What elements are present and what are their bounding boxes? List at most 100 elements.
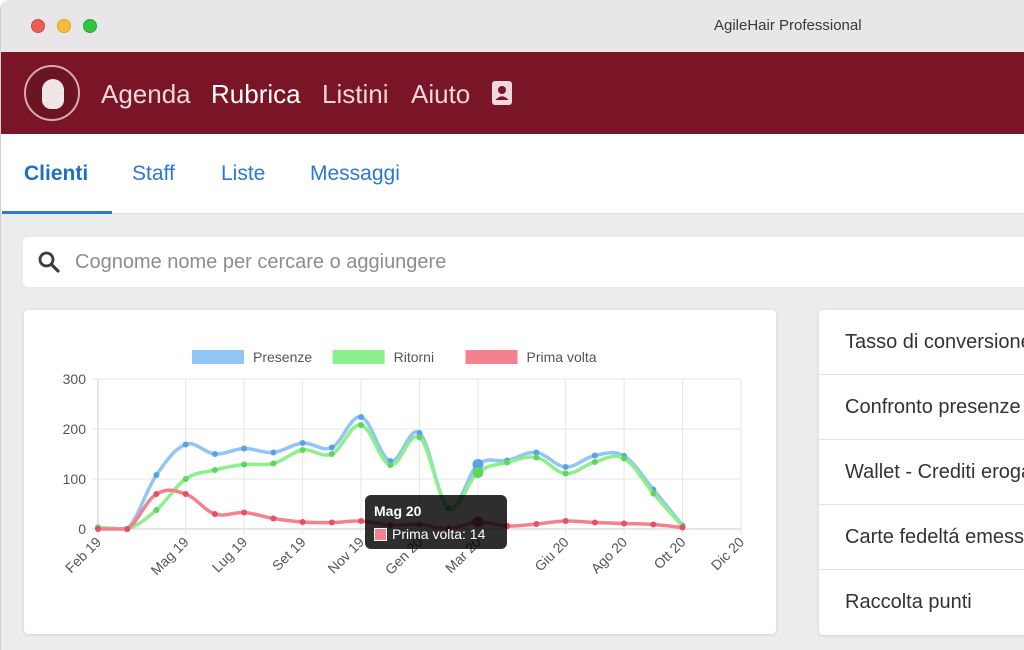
data-point-ritorni	[387, 462, 394, 468]
x-tick-label: Feb 19	[62, 534, 104, 576]
report-item-label: Raccolta punti	[845, 591, 972, 613]
series-line-presenze	[97, 415, 684, 531]
data-point-presenze	[416, 430, 423, 436]
data-point-ritorni	[182, 476, 189, 482]
data-point-ritorni	[650, 490, 657, 497]
data-point-ritorni	[153, 507, 160, 513]
tab-messaggi[interactable]: Messaggi	[310, 162, 400, 185]
x-tick-label: Ago 20	[588, 534, 631, 577]
data-point-ritorni	[358, 422, 365, 428]
title-bar: AgileHair Professional	[1, 0, 1024, 52]
data-point-prima-volta	[358, 518, 365, 524]
data-point-presenze	[211, 451, 218, 457]
report-item-carte-fedelta[interactable]: Carte fedeltá emesse	[819, 505, 1024, 570]
x-tick-label: Set 19	[269, 534, 309, 574]
minimize-window-button[interactable]	[57, 19, 71, 33]
data-point-presenze	[472, 459, 484, 470]
data-point-presenze	[182, 441, 189, 448]
x-tick-label: Ott 20	[650, 534, 688, 572]
report-list: Tasso di conversione Confronto presenze …	[819, 310, 1024, 635]
zoom-window-button[interactable]	[83, 19, 97, 33]
data-point-presenze	[328, 444, 335, 451]
data-point-prima-volta	[299, 519, 306, 525]
tooltip-title: Mag 20	[374, 503, 422, 519]
data-point-prima-volta	[533, 521, 540, 527]
y-tick-label: 100	[63, 471, 87, 487]
data-point-prima-volta	[621, 520, 628, 527]
data-point-prima-volta	[211, 511, 218, 517]
data-point-prima-volta	[182, 491, 189, 497]
data-point-ritorni	[504, 459, 511, 466]
tab-liste[interactable]: Liste	[221, 162, 266, 185]
legend-label: Prima volta	[527, 349, 597, 365]
close-window-button[interactable]	[31, 19, 45, 33]
x-tick-label: Giu 20	[531, 534, 572, 575]
search-icon	[38, 251, 60, 273]
chart-card: 0 100 200 300 Feb 19 Mag 19 Lug 19 Set 19 Nov 19…	[24, 310, 776, 634]
report-item-confronto-presenze[interactable]: Confronto presenze	[819, 375, 1024, 440]
legend-swatch	[465, 350, 518, 364]
legend-swatch	[192, 350, 244, 364]
data-point-presenze	[562, 464, 569, 470]
data-point-presenze	[358, 414, 365, 420]
data-point-ritorni	[621, 455, 628, 462]
report-item-raccolta-punti[interactable]: Raccolta punti	[819, 570, 1024, 635]
data-point-presenze	[299, 440, 306, 446]
report-item-label: Carte fedeltá emesse	[845, 526, 1024, 548]
data-point-ritorni	[328, 451, 335, 457]
data-point-presenze	[241, 445, 248, 452]
data-point-ritorni	[416, 434, 423, 441]
chart-tooltip: Mag 20 Prima volta: 14	[365, 495, 507, 549]
legend-label: Presenze	[253, 349, 312, 365]
avatar[interactable]	[24, 65, 80, 121]
tooltip-color-swatch	[374, 528, 387, 541]
data-point-prima-volta	[591, 519, 598, 526]
data-point-prima-volta	[328, 519, 335, 526]
data-point-prima-volta	[124, 526, 131, 532]
data-point-ritorni	[241, 461, 248, 468]
report-item-label: Wallet - Crediti erogati	[845, 461, 1024, 483]
data-point-prima-volta	[241, 509, 248, 516]
data-point-presenze	[153, 472, 160, 478]
x-tick-label: Lug 19	[209, 534, 251, 576]
tooltip-label: Prima volta: 14	[392, 526, 486, 542]
y-tick-label: 200	[63, 421, 87, 437]
data-point-ritorni	[591, 459, 598, 465]
data-point-ritorni	[472, 467, 484, 478]
line-chart: 0 100 200 300 Feb 19 Mag 19 Lug 19 Set 19 Nov 19…	[62, 349, 748, 578]
data-point-ritorni	[299, 447, 306, 453]
legend-swatch	[332, 350, 385, 364]
tab-staff[interactable]: Staff	[132, 162, 175, 185]
data-point-ritorni	[562, 470, 569, 477]
nav-aiuto[interactable]: Aiuto	[411, 79, 471, 109]
data-point-prima-volta	[650, 521, 657, 528]
data-point-prima-volta	[95, 526, 101, 532]
data-point-prima-volta	[153, 491, 160, 497]
tab-clienti[interactable]: Clienti	[24, 162, 89, 185]
nav-rubrica[interactable]: Rubrica	[211, 79, 301, 109]
avatar-person-icon	[42, 79, 64, 109]
x-tick-label: Nov 19	[324, 534, 367, 577]
report-item-tasso-conversione[interactable]: Tasso di conversione	[819, 310, 1024, 375]
search-input[interactable]	[75, 245, 975, 279]
x-tick-label: Mag 19	[147, 534, 191, 578]
active-tab-indicator	[2, 211, 112, 214]
x-tick-label: Dic 20	[708, 534, 748, 574]
contact-card-icon[interactable]	[491, 80, 513, 106]
data-point-prima-volta	[562, 518, 569, 524]
nav-agenda[interactable]: Agenda	[101, 79, 191, 109]
data-point-presenze	[533, 449, 540, 456]
data-point-prima-volta	[270, 515, 277, 522]
sub-tabs: Clienti Staff Liste Messaggi	[1, 134, 1024, 214]
data-point-ritorni	[211, 467, 218, 473]
window-title: AgileHair Professional	[714, 17, 862, 34]
main-navbar: Agenda Rubrica Listini Aiuto	[1, 52, 1024, 134]
nav-listini[interactable]: Listini	[322, 79, 389, 109]
report-item-wallet[interactable]: Wallet - Crediti erogati	[819, 440, 1024, 505]
data-point-ritorni	[533, 454, 540, 461]
y-tick-label: 300	[63, 371, 87, 387]
data-point-presenze	[270, 449, 277, 456]
legend-label: Ritorni	[394, 349, 434, 365]
data-point-presenze	[591, 452, 598, 459]
